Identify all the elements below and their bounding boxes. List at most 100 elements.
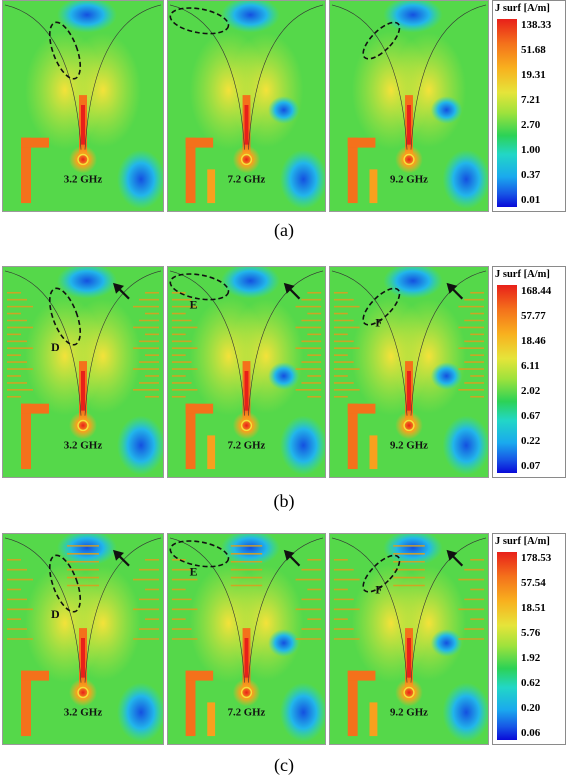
highlight-ellipse [169, 7, 230, 35]
current-distribution-map: 7.2 GHz [168, 1, 325, 211]
highlight-ellipse [48, 287, 82, 346]
feed-hotspot [232, 411, 261, 440]
legend-tick-label: 6.11 [521, 360, 540, 372]
highlight-ellipse [48, 21, 82, 80]
legend-tick-label: 19.31 [521, 69, 546, 81]
feed-hotspot [232, 145, 261, 174]
edge-current [347, 403, 358, 470]
frequency-label: 3.2 GHz [64, 173, 103, 185]
edge-current [347, 137, 358, 204]
taper-outline-left [331, 537, 408, 683]
map-a-3: 9.2 GHz [329, 0, 489, 212]
legend-tick-label: 57.77 [521, 310, 546, 322]
legend-tick-label: 57.54 [521, 577, 546, 589]
panel-c: D 3.2 GHz E 7.2 GHz F 9.2 GHz J surf [A/m] … [0, 533, 568, 782]
current-distribution-map: E 7.2 GHz [168, 267, 325, 477]
legend-title: J surf [A/m] [495, 269, 550, 280]
map-a-1: 3.2 GHz [2, 0, 164, 212]
edge-current [185, 137, 196, 204]
frequency-label: 9.2 GHz [390, 706, 428, 718]
feed-hotspot [395, 411, 423, 440]
caption-a: (a) [274, 220, 294, 240]
legend-b: J surf [A/m] 168.44 57.77 18.46 6.11 2.02 0.6… [492, 266, 566, 478]
legend-tick-label: 168.44 [521, 285, 552, 297]
taper-outline-right [248, 4, 324, 150]
taper-outline-right [410, 270, 487, 416]
legend-tick-label: 138.33 [521, 19, 552, 31]
taper-outline-left [169, 4, 245, 150]
current-distribution-map: E 7.2 GHz [168, 534, 325, 744]
current-distribution-map: 3.2 GHz [3, 1, 163, 211]
legend-title: J surf [A/m] [495, 536, 550, 547]
panel-a: 3.2 GHz 7.2 GHz 9.2 GHz J surf [A/m] 138… [0, 0, 568, 240]
edge-current [347, 670, 358, 737]
edge-current [185, 403, 196, 470]
legend-tick-label: 0.62 [521, 677, 541, 689]
map-b-2: E 7.2 GHz [167, 266, 326, 478]
edge-current [21, 670, 31, 737]
taper-outline-right [410, 4, 487, 150]
taper-outline-left [4, 270, 82, 416]
highlight-ellipse [362, 21, 401, 60]
legend-tick-label: 178.53 [521, 552, 552, 564]
highlight-ellipse [362, 287, 401, 326]
legend-tick-label: 0.67 [521, 410, 541, 422]
frequency-label: 3.2 GHz [64, 706, 103, 718]
slot-array [333, 545, 485, 640]
region-marker: E [190, 565, 198, 579]
feed-hotspot [69, 411, 97, 440]
legend-tick-label: 1.00 [521, 144, 541, 156]
legend-tick-label: 0.01 [521, 194, 541, 206]
legend-tick-label: 0.20 [521, 702, 541, 714]
legend-tick-label: 18.51 [521, 602, 546, 614]
legend-tick-label: 0.22 [521, 435, 541, 447]
frequency-label: 7.2 GHz [228, 706, 266, 718]
region-marker: D [51, 607, 60, 621]
taper-outline-left [169, 270, 245, 416]
taper-outline-left [169, 537, 245, 683]
feed-hotspot [395, 145, 423, 174]
legend-tick-label: 0.06 [521, 727, 541, 739]
taper-outline-left [4, 4, 82, 150]
legend-c: J surf [A/m] 178.53 57.54 18.51 5.76 1.92 0.6… [492, 533, 566, 745]
slot-array [7, 291, 159, 398]
map-c-2: E 7.2 GHz [167, 533, 326, 745]
highlight-ellipse [48, 554, 82, 613]
taper-outline-right [84, 537, 162, 683]
feed-hotspot [69, 145, 97, 174]
legend-tick-label: 18.46 [521, 335, 546, 347]
edge-current [21, 137, 31, 204]
feed-hotspot [232, 678, 261, 707]
edge-current [21, 403, 31, 470]
slot-array [7, 545, 159, 640]
legend-tick-label: 5.76 [521, 627, 541, 639]
legend-title: J surf [A/m] [495, 3, 550, 14]
legend-colorbar [497, 552, 517, 740]
slot-array [171, 545, 322, 640]
map-c-1: D 3.2 GHz [2, 533, 164, 745]
map-a-2: 7.2 GHz [167, 0, 326, 212]
frequency-label: 9.2 GHz [390, 439, 428, 451]
map-b-1: D 3.2 GHz [2, 266, 164, 478]
taper-outline-right [248, 537, 324, 683]
slot-array [333, 291, 485, 398]
legend-tick-label: 2.02 [521, 385, 541, 397]
slot-array [171, 291, 322, 398]
frequency-label: 7.2 GHz [228, 173, 266, 185]
legend-tick-label: 7.21 [521, 94, 541, 106]
legend-colorbar [497, 285, 517, 473]
highlight-ellipse [169, 540, 230, 568]
map-c-3: F 9.2 GHz [329, 533, 489, 745]
current-distribution-map: F 9.2 GHz [330, 534, 488, 744]
legend-tick-label: 2.70 [521, 119, 541, 131]
legend-colorbar [497, 19, 517, 207]
caption-c: (c) [274, 755, 294, 775]
region-marker: F [375, 315, 382, 329]
legend-tick-label: 51.68 [521, 44, 546, 56]
edge-current [185, 670, 196, 737]
taper-outline-right [84, 4, 162, 150]
legend-a: J surf [A/m] 138.33 51.68 19.31 7.21 2.70 1.0… [492, 0, 566, 212]
frequency-label: 7.2 GHz [228, 439, 266, 451]
taper-outline-right [248, 270, 324, 416]
highlight-ellipse [169, 273, 230, 301]
